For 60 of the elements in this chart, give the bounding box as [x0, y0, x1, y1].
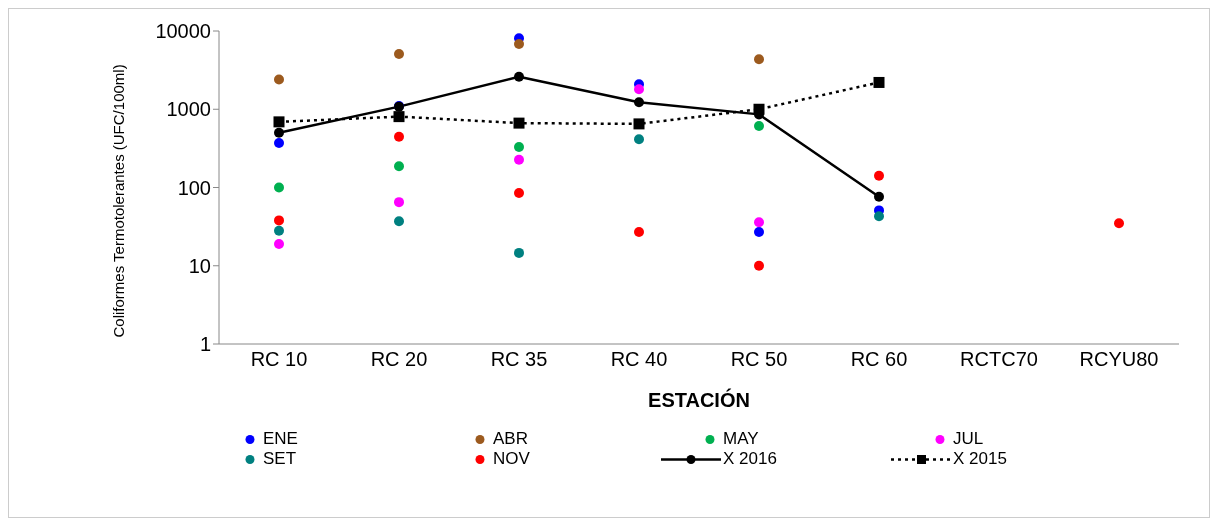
- legend-label: ABR: [493, 429, 528, 449]
- point: [634, 97, 644, 108]
- point: [514, 188, 524, 199]
- point: [274, 215, 284, 226]
- point: [514, 71, 524, 82]
- point: [274, 238, 284, 249]
- y-tick-label: 10: [188, 254, 211, 277]
- y-tick-label: 100: [177, 176, 211, 199]
- x-tick-label: RC 50: [730, 348, 788, 371]
- legend-label: SET: [263, 449, 297, 469]
- point: [1114, 218, 1124, 229]
- point: [754, 260, 764, 271]
- point: [634, 84, 644, 95]
- point: [874, 191, 884, 202]
- legend-label: NOV: [493, 449, 530, 469]
- legend-label: JUL: [953, 429, 984, 449]
- point: [394, 216, 404, 227]
- point: [274, 182, 284, 193]
- point: [754, 227, 764, 237]
- point: [514, 39, 524, 50]
- x-tick-label: RC 40: [610, 348, 668, 371]
- x-tick-label: RC 10: [250, 348, 308, 371]
- x-axis-title: ESTACIÓN: [648, 388, 750, 411]
- legend-label: MAY: [723, 429, 759, 449]
- point: [274, 225, 284, 236]
- point: [394, 197, 404, 208]
- point: [633, 118, 645, 130]
- point: [274, 138, 284, 149]
- point: [873, 76, 885, 88]
- y-tick-label: 10000: [155, 20, 211, 43]
- point: [273, 116, 285, 128]
- x-tick-label: RC 35: [490, 348, 548, 371]
- point: [634, 227, 644, 237]
- point: [514, 141, 524, 152]
- y-tick-label: 1: [199, 333, 211, 356]
- y-axis-title: Coliformes Termotolerantes (UFC/100ml): [110, 64, 128, 338]
- x-tick-label: RCTC70: [960, 348, 1038, 371]
- legend-label: X 2015: [953, 449, 1007, 469]
- point: [513, 117, 525, 129]
- point: [514, 247, 524, 258]
- legend-label: X 2016: [723, 449, 777, 469]
- point: [753, 103, 765, 115]
- point: [754, 121, 764, 132]
- point: [394, 161, 404, 172]
- point: [634, 134, 644, 145]
- point: [754, 217, 764, 228]
- point: [394, 49, 404, 60]
- x-tick-label: RCYU80: [1079, 348, 1159, 371]
- x-tick-label: RC 60: [850, 348, 908, 371]
- point: [394, 131, 404, 142]
- point: [393, 111, 405, 123]
- point: [274, 127, 284, 138]
- legend-label: ENE: [263, 429, 298, 449]
- x-tick-label: RC 20: [370, 348, 428, 371]
- point: [514, 154, 524, 165]
- point: [874, 211, 884, 222]
- y-tick-label: 1000: [166, 98, 211, 121]
- point: [274, 74, 284, 85]
- point: [874, 170, 884, 181]
- point: [754, 54, 764, 65]
